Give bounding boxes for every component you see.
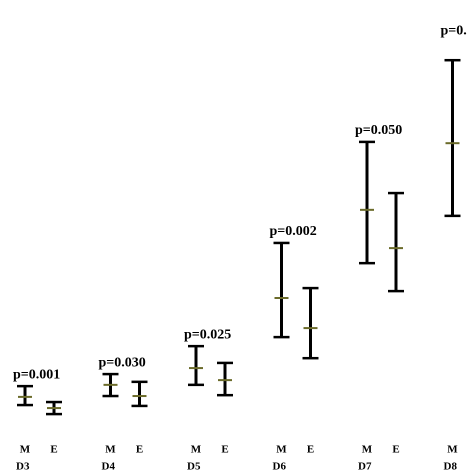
series-label: E bbox=[392, 444, 399, 456]
error-bar bbox=[388, 191, 404, 293]
series-label: M bbox=[191, 444, 202, 456]
error-bar bbox=[102, 372, 119, 398]
group-label: D3 bbox=[16, 461, 30, 473]
error-bar bbox=[188, 344, 204, 387]
group-label: D6 bbox=[273, 461, 287, 473]
p-value: p=0.025 bbox=[184, 327, 231, 342]
series-label: E bbox=[136, 444, 143, 456]
error-bar bbox=[217, 361, 233, 397]
p-value: p=0.002 bbox=[270, 224, 317, 239]
series-label: M bbox=[105, 444, 116, 456]
group-label: D8 bbox=[444, 461, 458, 473]
error-bar bbox=[359, 140, 375, 265]
group-label: D7 bbox=[358, 461, 372, 473]
error-bar bbox=[302, 286, 319, 360]
p-value: p=0. bbox=[441, 23, 467, 38]
error-bar bbox=[273, 241, 290, 339]
group-label: D4 bbox=[102, 461, 116, 473]
p-value: p=0.001 bbox=[13, 367, 60, 382]
series-label: M bbox=[362, 444, 373, 456]
p-value: p=0.030 bbox=[99, 355, 146, 370]
error-bar bbox=[444, 58, 461, 218]
series-label: E bbox=[50, 444, 57, 456]
p-value: p=0.050 bbox=[355, 123, 402, 138]
series-label: M bbox=[20, 444, 31, 456]
error-bar bbox=[131, 380, 148, 408]
series-label: E bbox=[221, 444, 228, 456]
series-label: M bbox=[447, 444, 458, 456]
series-label: E bbox=[307, 444, 314, 456]
error-bar bbox=[17, 384, 33, 407]
group-label: D5 bbox=[187, 461, 201, 473]
series-label: M bbox=[276, 444, 287, 456]
error-bar bbox=[46, 400, 62, 416]
